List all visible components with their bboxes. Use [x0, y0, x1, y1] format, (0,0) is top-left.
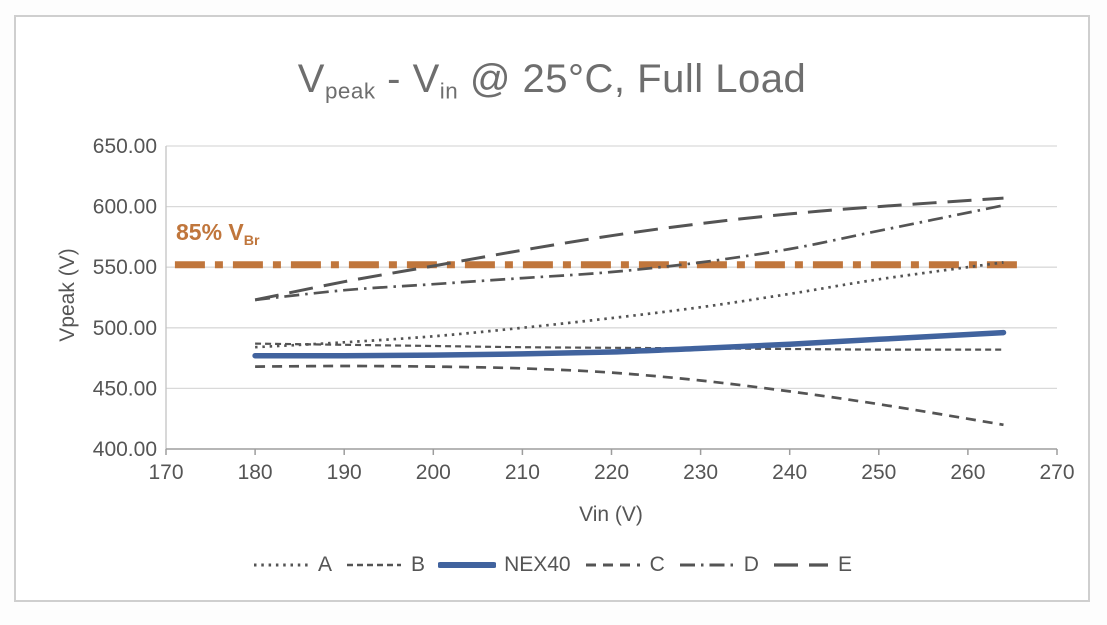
series-line-e [254, 196, 1004, 302]
legend-label: B [411, 553, 426, 576]
x-axis-title: Vin (V) [579, 503, 643, 526]
legend: A B NEX40 C D E [16, 553, 1088, 577]
title-text: 85% V [176, 219, 244, 245]
legend-item-d: D [678, 553, 759, 577]
series-line-b [255, 342, 1004, 351]
legend-item-b: B [345, 553, 425, 577]
title-text: V [297, 57, 325, 101]
legend-label: NEX40 [504, 553, 571, 576]
x-tick-label: 250 [861, 461, 896, 484]
x-tick-label: 220 [594, 461, 629, 484]
x-tick-label: 210 [505, 461, 540, 484]
x-tick-label: 270 [1039, 461, 1074, 484]
legend-label: C [649, 553, 665, 576]
legend-label: A [318, 553, 333, 576]
y-tick-label: 450.00 [93, 377, 157, 400]
x-tick-label: 180 [238, 461, 273, 484]
legend-swatch-long-dash [773, 563, 828, 567]
y-tick-label: 500.00 [93, 317, 157, 340]
legend-label: E [837, 553, 852, 576]
title-subscript: in [439, 78, 459, 104]
y-tick-label: 550.00 [93, 256, 157, 279]
legend-swatch-dotted [254, 563, 309, 567]
series-line-d [254, 204, 1004, 302]
title-subscript: peak [324, 78, 376, 104]
x-tick-label: 240 [772, 461, 807, 484]
legend-item-nex40: NEX40 [438, 553, 571, 577]
chart-card: Vpeak - Vin @ 25°C, Full Load 650.00 600.… [14, 15, 1090, 602]
legend-label: D [743, 553, 759, 576]
x-tick-label: 190 [327, 461, 362, 484]
legend-item-a: A [252, 553, 332, 577]
x-tick-label: 170 [148, 461, 183, 484]
series-line-a [255, 261, 1004, 349]
y-tick-label: 400.00 [93, 438, 157, 461]
chart-title: Vpeak - Vin @ 25°C, Full Load [16, 57, 1088, 104]
series-line-c [255, 364, 1004, 427]
legend-swatch-solid [438, 562, 497, 568]
title-text: - V [375, 57, 440, 101]
x-tick-label: 230 [683, 461, 718, 484]
x-tick-label: 260 [950, 461, 985, 484]
legend-item-e: E [772, 553, 852, 577]
y-axis-title: Vpeak (V) [56, 248, 79, 342]
legend-swatch-fine-dash [347, 563, 402, 567]
legend-item-c: C [584, 553, 665, 577]
title-text: @ 25°C, Full Load [458, 57, 807, 101]
series-line-nex40 [252, 329, 1007, 359]
legend-swatch-dash [585, 563, 640, 567]
y-tick-label: 650.00 [93, 135, 157, 158]
x-tick-label: 200 [416, 461, 451, 484]
title-subscript: Br [243, 232, 260, 249]
y-tick-label: 600.00 [93, 196, 157, 219]
legend-swatch-dash-dot [679, 563, 734, 567]
ref-line-label: 85% VBr [176, 219, 260, 249]
